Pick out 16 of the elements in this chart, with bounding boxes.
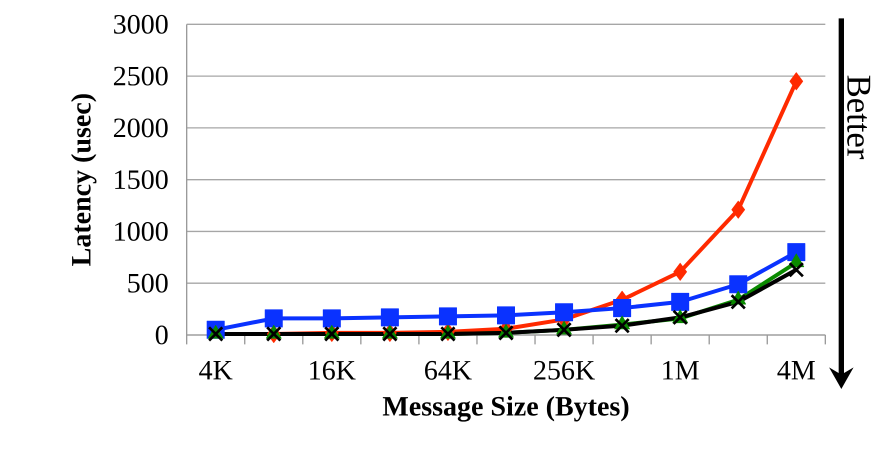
x-tick-label: 256K — [534, 360, 595, 380]
y-axis-title: Latency (usec) — [70, 94, 96, 266]
y-tick-label: 1000 — [115, 222, 168, 241]
x-tick-label: 16K — [310, 360, 356, 380]
y-tick-label: 2000 — [114, 118, 168, 138]
y-tick-label: 500 — [128, 274, 168, 293]
x-tick-label: 1M — [663, 360, 699, 380]
y-tick-label: 2500 — [114, 66, 168, 86]
x-tick-label: 64K — [425, 360, 472, 380]
y-tick-label: 1500 — [115, 170, 168, 190]
x-tick-label: 4K — [199, 360, 233, 380]
y-tick-label: 0 — [156, 326, 168, 344]
y-tick-label: 3000 — [114, 14, 168, 34]
x-axis-title: Message Size (Bytes) — [382, 396, 628, 422]
text: Better — [847, 76, 870, 160]
x-tick-label: 4M — [777, 360, 815, 380]
